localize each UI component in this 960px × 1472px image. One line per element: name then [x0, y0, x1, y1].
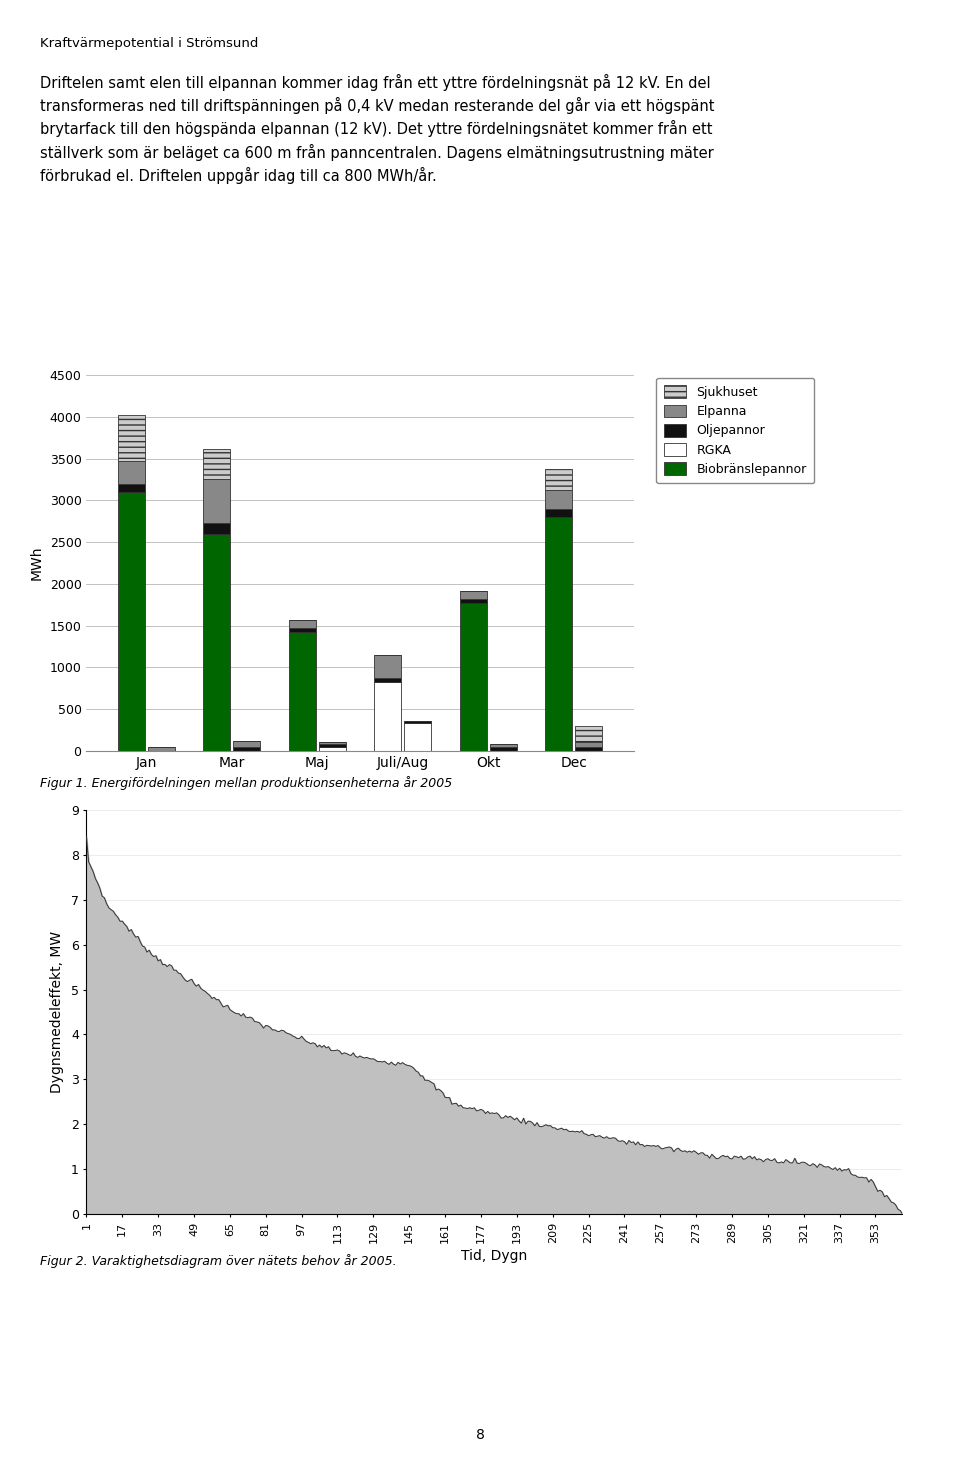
Bar: [460, 590, 487, 599]
Bar: [490, 746, 516, 751]
Bar: [233, 740, 260, 746]
Bar: [575, 746, 602, 751]
Bar: [118, 492, 145, 751]
Bar: [460, 604, 487, 751]
Bar: [319, 746, 346, 751]
Bar: [118, 484, 145, 492]
Text: Driftelen samt elen till elpannan kommer idag från ett yttre fördelningsnät på 1: Driftelen samt elen till elpannan kommer…: [40, 74, 715, 184]
Y-axis label: MWh: MWh: [30, 546, 44, 580]
Y-axis label: Dygnsmedeleffekt, MW: Dygnsmedeleffekt, MW: [50, 930, 63, 1094]
Bar: [575, 742, 602, 746]
Text: Kraftvärmepotential i Strömsund: Kraftvärmepotential i Strömsund: [40, 37, 258, 50]
Legend: Sjukhuset, Elpanna, Oljepannor, RGKA, Biobränslepannor: Sjukhuset, Elpanna, Oljepannor, RGKA, Bi…: [657, 378, 814, 483]
Bar: [374, 655, 401, 679]
Bar: [374, 683, 401, 751]
Bar: [404, 723, 431, 751]
Bar: [118, 415, 145, 461]
Bar: [319, 743, 346, 746]
Bar: [404, 721, 431, 723]
Text: Figur 1. Energifördelningen mellan produktionsenheterna år 2005: Figur 1. Energifördelningen mellan produ…: [40, 776, 452, 789]
Bar: [289, 629, 316, 633]
Bar: [148, 746, 175, 751]
Bar: [233, 746, 260, 751]
Bar: [545, 468, 572, 490]
Text: 8: 8: [475, 1428, 485, 1443]
Bar: [545, 490, 572, 509]
Bar: [545, 517, 572, 751]
Bar: [204, 478, 230, 523]
Bar: [204, 449, 230, 478]
Bar: [118, 461, 145, 484]
Bar: [204, 523, 230, 534]
Bar: [490, 743, 516, 746]
X-axis label: Tid, Dygn: Tid, Dygn: [461, 1248, 528, 1263]
Bar: [374, 679, 401, 683]
Bar: [289, 620, 316, 629]
Bar: [204, 534, 230, 751]
Bar: [319, 742, 346, 743]
Bar: [289, 633, 316, 751]
Bar: [575, 726, 602, 742]
Text: Figur 2. Varaktighetsdiagram över nätets behov år 2005.: Figur 2. Varaktighetsdiagram över nätets…: [40, 1254, 396, 1267]
Bar: [545, 509, 572, 517]
Bar: [460, 599, 487, 604]
